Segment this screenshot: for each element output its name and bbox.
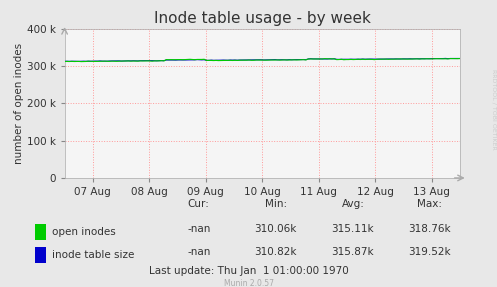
Text: -nan: -nan — [187, 247, 211, 257]
Text: Max:: Max: — [417, 199, 442, 209]
Text: -nan: -nan — [187, 224, 211, 234]
Text: 310.82k: 310.82k — [254, 247, 297, 257]
Y-axis label: number of open inodes: number of open inodes — [14, 43, 24, 164]
Text: Last update: Thu Jan  1 01:00:00 1970: Last update: Thu Jan 1 01:00:00 1970 — [149, 266, 348, 276]
Title: Inode table usage - by week: Inode table usage - by week — [154, 11, 371, 26]
Text: inode table size: inode table size — [52, 251, 135, 260]
Text: Munin 2.0.57: Munin 2.0.57 — [224, 279, 273, 287]
Text: 315.11k: 315.11k — [331, 224, 374, 234]
Text: Avg:: Avg: — [341, 199, 364, 209]
Text: 318.76k: 318.76k — [409, 224, 451, 234]
Text: 319.52k: 319.52k — [409, 247, 451, 257]
Text: RRDTOOL / TOBI OETIKER: RRDTOOL / TOBI OETIKER — [491, 69, 496, 150]
Text: 315.87k: 315.87k — [331, 247, 374, 257]
Text: 310.06k: 310.06k — [254, 224, 297, 234]
Text: open inodes: open inodes — [52, 228, 116, 237]
Text: Cur:: Cur: — [188, 199, 210, 209]
Text: Min:: Min: — [265, 199, 287, 209]
